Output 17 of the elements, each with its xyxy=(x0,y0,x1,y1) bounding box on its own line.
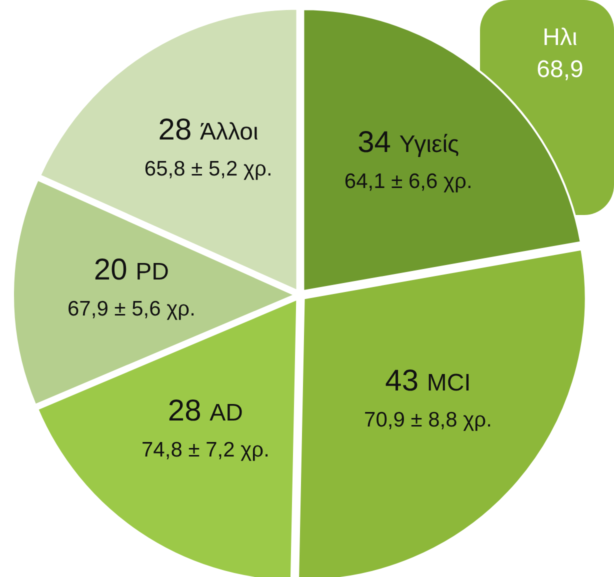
slice-label: Άλλοι xyxy=(200,118,258,146)
text: 65,8 ± 5,2 χρ. xyxy=(144,158,272,181)
text: 67,9 ± 5,6 χρ. xyxy=(67,297,196,320)
data-label: 28 xyxy=(158,114,192,147)
slice-label: MCI xyxy=(426,370,471,397)
slice-label: Υγιείς xyxy=(399,130,460,158)
text: 74,8 ± 7,2 χρ. xyxy=(142,438,270,462)
slice-label: AD xyxy=(210,400,243,427)
slice-label: PD xyxy=(136,258,169,286)
data-label: 43 xyxy=(385,364,419,398)
text: Ηλι xyxy=(542,24,578,51)
text: 70,9 ± 8,8 χρ. xyxy=(364,408,492,432)
data-label: 34 xyxy=(358,126,391,159)
text: 64,1 ± 6,6 χρ. xyxy=(344,170,472,193)
data-label: 20 xyxy=(94,253,128,286)
text: 68,9 xyxy=(536,56,584,83)
data-label: 28 xyxy=(168,394,202,428)
